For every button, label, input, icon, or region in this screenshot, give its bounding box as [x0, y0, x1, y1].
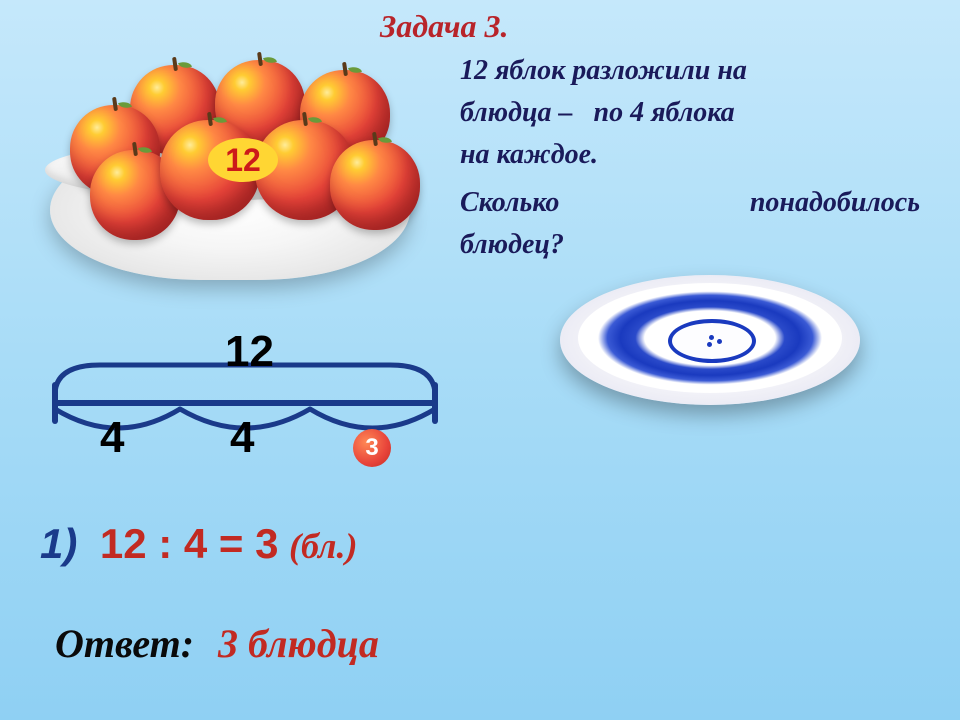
saucer-image — [560, 275, 870, 425]
solution-expression: 12 : 4 = 3 — [100, 520, 279, 567]
problem-line-2a: блюдца – — [460, 97, 573, 128]
diagram-segment-label-1: 4 — [100, 413, 124, 463]
question-word-3: блюдец? — [460, 229, 564, 260]
number-line-diagram: 12 4 4 3 — [35, 325, 465, 485]
answer-value: 3 блюдца — [218, 621, 379, 666]
apple-bowl-image: 12 — [30, 30, 430, 290]
apple-icon — [330, 140, 420, 230]
solution-unit: (бл.) — [289, 526, 358, 566]
problem-line-3: на каждое. — [460, 139, 598, 170]
question-word-2: понадобилось — [750, 182, 920, 224]
diagram-total-label: 12 — [225, 327, 274, 377]
answer-line: Ответ: 3 блюдца — [55, 620, 379, 667]
saucer-dots — [705, 335, 725, 347]
solution-step-number: 1) — [40, 520, 77, 567]
apple-count-badge: 12 — [208, 138, 278, 182]
answer-label: Ответ: — [55, 621, 194, 666]
question-word-1: Сколько — [460, 182, 559, 224]
problem-line-1: 12 яблок разложили на — [460, 55, 747, 86]
problem-statement: 12 яблок разложили на блюдца – по 4 ябло… — [460, 50, 930, 266]
diagram-result-badge: 3 — [353, 429, 391, 467]
problem-line-2b: по 4 яблока — [594, 97, 735, 128]
diagram-segment-label-2: 4 — [230, 413, 254, 463]
solution-line: 1) 12 : 4 = 3 (бл.) — [40, 520, 358, 569]
